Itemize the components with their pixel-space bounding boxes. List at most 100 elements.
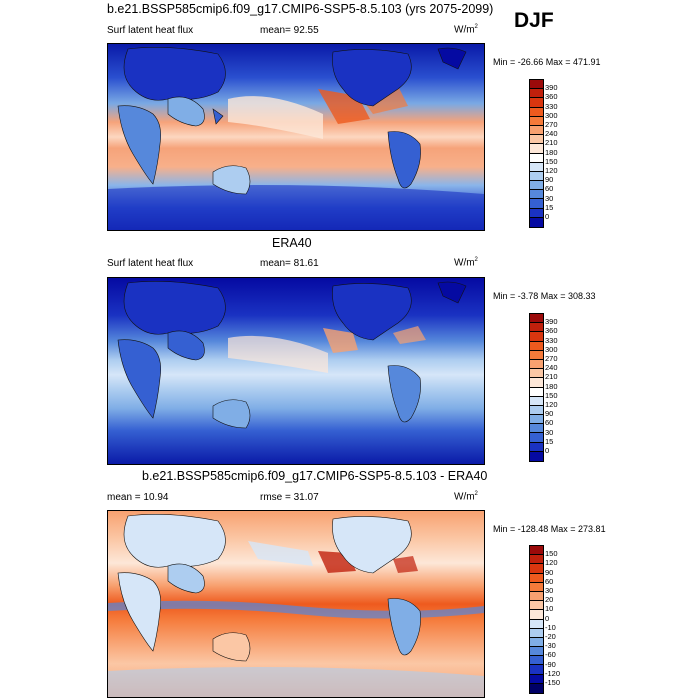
- colorbar-swatch: [530, 555, 543, 565]
- colorbar-swatch: [530, 665, 543, 675]
- panel3-units: W/m2: [454, 491, 478, 502]
- colorbar-tick-label: -90: [545, 659, 556, 669]
- colorbar-swatch: [530, 601, 543, 611]
- colorbar-swatch: [530, 181, 543, 191]
- colorbar-swatch: [530, 610, 543, 620]
- colorbar-swatch: [530, 628, 543, 638]
- colorbar-tick-label: 330: [545, 335, 558, 345]
- colorbar-swatch: [530, 415, 543, 425]
- colorbar-tick-label: 300: [545, 110, 558, 120]
- units-superscript: 2: [474, 257, 478, 263]
- colorbar-tick-label: 30: [545, 427, 554, 437]
- colorbar-swatch: [530, 314, 543, 324]
- panel1-minmax: Min = -26.66 Max = 471.91: [493, 57, 601, 67]
- panel1-colorbar: [529, 79, 544, 228]
- panel2-variable: Surf latent heat flux: [107, 258, 194, 269]
- colorbar-tick-label: -60: [545, 650, 556, 660]
- colorbar-swatch: [530, 144, 543, 154]
- colorbar-swatch: [530, 208, 543, 218]
- panel3-minmax: Min = -128.48 Max = 273.81: [493, 524, 606, 534]
- colorbar-swatch: [530, 162, 543, 172]
- colorbar-tick-label: 180: [545, 147, 558, 157]
- colorbar-tick-label: 120: [545, 558, 558, 568]
- colorbar-swatch: [530, 125, 543, 136]
- units-text: W/m: [454, 257, 475, 269]
- colorbar-tick-label: 180: [545, 381, 558, 391]
- colorbar-tick-label: 90: [545, 409, 554, 419]
- colorbar-swatch: [530, 217, 543, 227]
- colorbar-tick-label: 120: [545, 400, 558, 409]
- colorbar-swatch: [530, 199, 543, 209]
- colorbar-swatch: [530, 116, 543, 126]
- colorbar-tick-label: 30: [545, 586, 554, 595]
- colorbar-swatch: [530, 341, 543, 351]
- colorbar-tick-label: -30: [545, 641, 556, 651]
- colorbar-tick-label: 270: [545, 120, 558, 129]
- colorbar-tick-label: 30: [545, 193, 554, 203]
- colorbar-swatch: [530, 359, 543, 370]
- panel3-colorbar: [529, 545, 544, 694]
- colorbar-tick-label: 240: [545, 129, 558, 139]
- colorbar-swatch: [530, 135, 543, 145]
- colorbar-swatch: [530, 683, 543, 693]
- colorbar-tick-label: 60: [545, 418, 554, 428]
- season-label: DJF: [514, 9, 554, 32]
- colorbar-tick-label: -20: [545, 632, 556, 641]
- colorbar-tick-label: -120: [545, 668, 561, 678]
- colorbar-swatch: [530, 674, 543, 684]
- colorbar-swatch: [530, 573, 543, 583]
- panel2-colorbar: [529, 313, 544, 462]
- colorbar-swatch: [530, 564, 543, 574]
- panel3-title: b.e21.BSSP585cmip6.f09_g17.CMIP6-SSP5-8.…: [142, 469, 488, 483]
- colorbar-tick-label: 360: [545, 326, 558, 336]
- colorbar-swatch: [530, 98, 543, 108]
- colorbar-swatch: [530, 442, 543, 452]
- panel1-units: W/m2: [454, 24, 478, 35]
- colorbar-swatch: [530, 369, 543, 379]
- colorbar-tick-label: 270: [545, 354, 558, 363]
- colorbar-swatch: [530, 396, 543, 406]
- panel2-minmax: Min = -3.78 Max = 308.33: [493, 291, 596, 301]
- panel2-mean: mean= 81.61: [260, 258, 319, 269]
- colorbar-swatch: [530, 424, 543, 434]
- colorbar-tick-label: 90: [545, 567, 554, 577]
- colorbar-tick-label: 150: [545, 390, 558, 400]
- panel3-map: [107, 510, 485, 698]
- colorbar-tick-label: -150: [545, 678, 561, 687]
- colorbar-tick-label: 15: [545, 436, 554, 446]
- colorbar-swatch: [530, 637, 543, 648]
- panel3-map-graphic: [108, 511, 484, 697]
- colorbar-swatch: [530, 350, 543, 360]
- colorbar-tick-label: -10: [545, 622, 556, 632]
- panel1-title: b.e21.BSSP585cmip6.f09_g17.CMIP6-SSP5-8.…: [107, 2, 494, 16]
- panel2-units: W/m2: [454, 257, 478, 268]
- colorbar-tick-label: 210: [545, 138, 558, 148]
- colorbar-tick-label: 150: [545, 156, 558, 166]
- colorbar-tick-label: 60: [545, 184, 554, 194]
- colorbar-tick-label: 150: [545, 549, 558, 559]
- colorbar-tick-label: 60: [545, 576, 554, 586]
- colorbar-tick-label: 0: [545, 446, 550, 455]
- colorbar-swatch: [530, 107, 543, 117]
- panel1-variable: Surf latent heat flux: [107, 25, 194, 36]
- panel2-title: ERA40: [272, 236, 312, 250]
- panel2-map-graphic: [108, 278, 484, 464]
- units-superscript: 2: [474, 24, 478, 30]
- colorbar-swatch: [530, 546, 543, 556]
- colorbar-swatch: [530, 323, 543, 333]
- colorbar-swatch: [530, 378, 543, 388]
- colorbar-swatch: [530, 656, 543, 666]
- panel1-map: [107, 43, 485, 231]
- colorbar-tick-label: 0: [545, 212, 550, 221]
- colorbar-swatch: [530, 591, 543, 602]
- panel1-map-graphic: [108, 44, 484, 230]
- panel2-map: [107, 277, 485, 465]
- colorbar-swatch: [530, 405, 543, 416]
- units-text: W/m: [454, 491, 475, 503]
- colorbar-swatch: [530, 80, 543, 90]
- colorbar-tick-label: 0: [545, 613, 550, 623]
- colorbar-swatch: [530, 89, 543, 99]
- colorbar-tick-label: 90: [545, 175, 554, 185]
- colorbar-swatch: [530, 332, 543, 342]
- colorbar-tick-label: 300: [545, 344, 558, 354]
